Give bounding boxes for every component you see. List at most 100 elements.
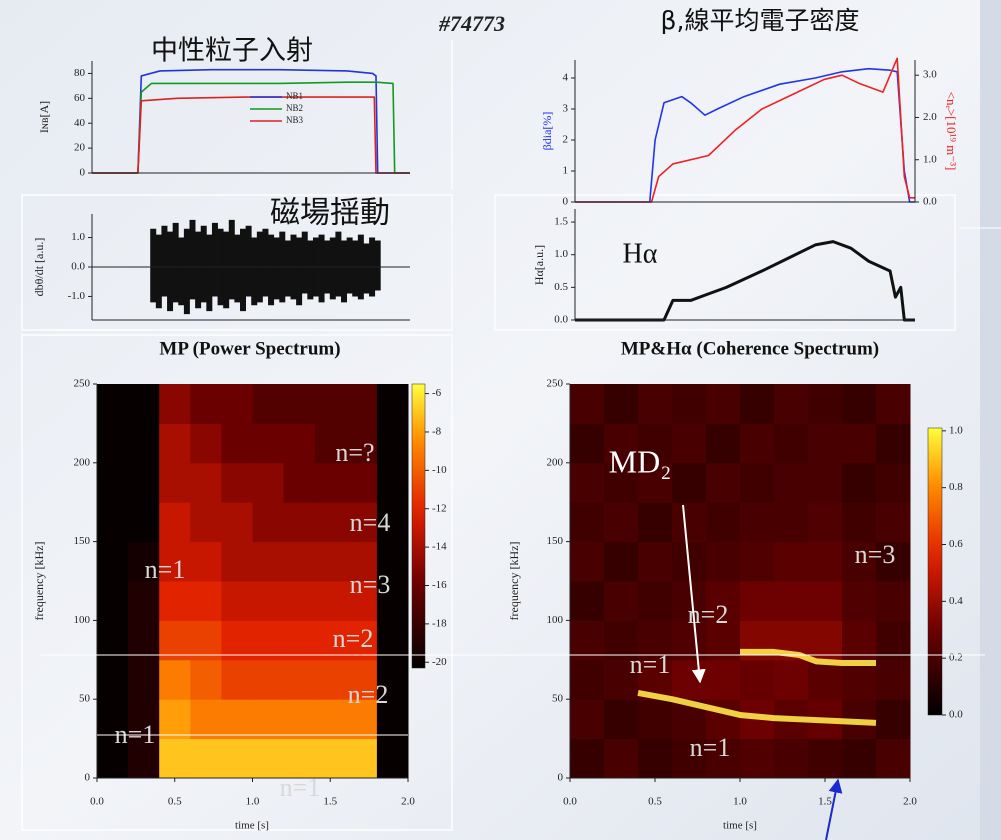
y-tick-label: 3 [563,103,569,115]
heat-cell [283,541,316,582]
heat-cell [314,502,347,543]
heat-cell [808,620,843,661]
heat-cell [190,423,222,464]
chart: 0 1 2 3 4 0.0 1.0 2.0 3.0 <nₑ>[10¹⁹ m⁻³] βdia[%] β,… [540,6,959,208]
heat-cell [128,659,160,700]
heat-cell [604,659,639,700]
chart: 0.0 0.5 1.0 1.5 Hα[a.u.] Hα [532,209,915,326]
heat-cell [876,462,911,503]
heat-cell [159,581,191,621]
y-tick-label: 0.5 [554,281,568,293]
heat-cell [252,462,285,503]
heat-cell [221,620,253,661]
heat-cell [808,581,843,621]
heat-cell [876,502,911,543]
heat-cell [808,462,843,503]
heat-cell [221,502,253,543]
heat-cell [252,620,285,661]
y2-tick-label: 2.0 [923,111,937,123]
heat-cell [842,384,877,424]
x-tick-label: 2.0 [401,796,415,808]
y-tick-label: -1.0 [68,290,86,302]
y-tick-label: 0 [85,772,91,784]
y-axis-label: frequency [kHz] [32,542,46,621]
heat-cell [376,462,409,503]
heat-cell [706,541,741,582]
heat-cell [638,620,673,661]
heat-cell [740,462,775,503]
shot-number: #74773 [438,11,505,36]
overlay-lines [40,227,1001,736]
heat-cell [221,581,253,621]
heat-cell [345,699,378,740]
y2-axis-label: <nₑ>[10¹⁹ m⁻³] [944,92,959,171]
heat-cell [638,581,673,621]
heat-cell [376,384,409,424]
heat-cell [604,699,639,740]
y-tick-label: 100 [547,614,564,626]
colorbar [927,427,943,716]
ridge [740,648,876,666]
ridge [637,689,877,726]
x-tick-label: 0.0 [563,796,577,808]
heat-cell [876,541,911,582]
colorbar-tick-label: -16 [432,579,447,591]
y-tick-label: 0.0 [71,261,85,273]
series-line [575,240,915,322]
heat-cell [740,738,775,779]
heat-cell [345,581,378,621]
heat-cell [604,502,639,543]
y-tick-label: 150 [74,535,91,547]
heat-cell [672,659,707,700]
heat-cell [842,502,877,543]
heat-cell [604,541,639,582]
heat-cell [314,384,347,424]
heat-cell [314,620,347,661]
heat-cell [314,738,347,779]
heat-cell [345,738,378,779]
annotation: n=2 [348,680,389,709]
heat-cell [159,502,191,543]
heat-cell [97,699,129,740]
heat-cell [808,384,843,424]
chart: -6 -8 -10 -12 -14 -16 -18 -20 0 50 100 150 200 250 0.0… [32,338,447,831]
heat-cell [128,738,160,779]
y-tick-label: 0.0 [554,314,568,326]
heat-cell [638,738,673,779]
legend-label: NB1 [286,91,303,101]
heat-cell [97,659,129,700]
heat-cell [672,502,707,543]
heat-cell [706,738,741,779]
heat-cell [190,659,222,700]
x-tick-label: 1.0 [733,796,747,808]
heat-cell [252,659,285,700]
heat-cell [159,462,191,503]
heat-cell [283,502,316,543]
heat-cell [740,423,775,464]
colorbar-tick-label: 1.0 [949,424,963,436]
heat-cell [604,423,639,464]
x-tick-label: 1.5 [323,796,337,808]
heat-cell [740,384,775,424]
heat-cell [376,541,409,582]
x-tick-label: 0.5 [648,796,662,808]
heat-cell [128,502,160,543]
x-axis-label: time [s] [723,820,757,832]
heat-cell [283,620,316,661]
heat-cell [706,502,741,543]
y-tick-label: 200 [74,456,91,468]
edge [980,0,1001,840]
heat-cell [314,659,347,700]
heat-cell [128,462,160,503]
heat-cell [570,541,605,582]
heat-cell [97,581,129,621]
annotation: n=? [335,438,374,467]
heat-cell [808,738,843,779]
colorbar-tick-label: 0.0 [949,709,963,721]
annotation: MD₂ [609,443,672,479]
colorbar-tick-label: -8 [432,426,442,438]
heat-cell [97,620,129,661]
heat-cell [638,384,673,424]
heat-cell [672,620,707,661]
